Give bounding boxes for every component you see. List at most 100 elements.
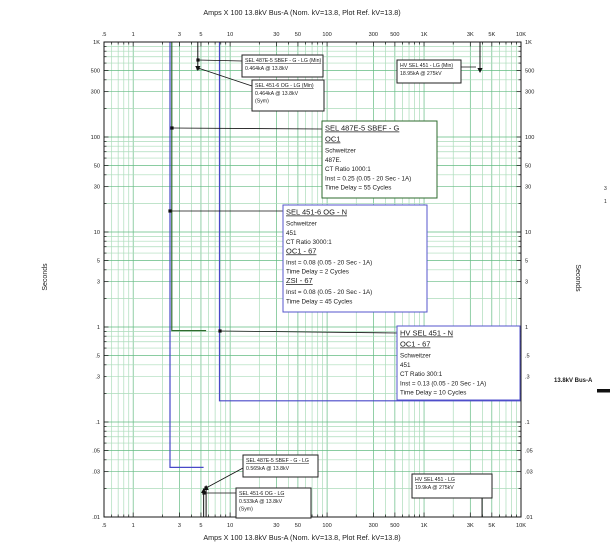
annotation-box-hv-sel-451-lg-min[interactable]: HV SEL 451 - LG (Min) 18.95kA @ 275kV [396, 59, 462, 84]
y-tick-label-left: .3 [95, 375, 100, 381]
x-tick-label-bottom: 1K [421, 523, 428, 529]
plot-border [103, 41, 522, 518]
x-tick-label-bottom: 1 [132, 523, 135, 529]
annotation-line-hv-sel-451-n-6: Time Delay = 10 Cycles [400, 390, 466, 397]
x-tick-label-bottom: 10 [227, 523, 233, 529]
leader-marker-6 [204, 486, 208, 490]
annotation-line-sel-451-6-og-n-8: Inst = 0.08 (0.05 - 20 Sec - 1A) [286, 289, 372, 296]
relay-curve-sel-451-6-og-n-oc1-67[interactable] [169, 42, 204, 468]
annotation-box-frame-hv-sel-451-lg-min [396, 59, 462, 84]
y-tick-label-left: 1 [97, 325, 100, 331]
x-tick-label-top: 30 [273, 32, 279, 38]
axis-tick-labels: .5.5113355101030305050100100300300500500… [91, 32, 535, 529]
y-tick-label-right: .05 [525, 449, 533, 455]
annotation-box-sel-451-6-og-lg-min[interactable]: SEL 451-6 OG - LG (Min) 0.464kA @ 13.8kV (… [251, 79, 325, 112]
y-tick-label-right: 1 [525, 325, 528, 331]
x-tick-label-bottom: 5K [488, 523, 495, 529]
annotation-line-hv-sel-451-lg-min-1: 18.95kA @ 275kV [400, 71, 442, 77]
y-tick-label-right: 3 [525, 280, 528, 286]
y-tick-label-right: .03 [525, 470, 533, 476]
annotation-box-sel-487e5-sbef-g-oc1[interactable]: SEL 487E-5 SBEF - G OC1 Schweitzer 487E. CT … [321, 120, 438, 199]
leader-marker-0 [196, 58, 200, 62]
x-tick-label-bottom: 3 [178, 523, 181, 529]
annotation-line-sel-451-6-og-lg-min-1: 0.464kA @ 13.8kV [255, 91, 299, 97]
x-tick-label-top: 1 [132, 32, 135, 38]
annotation-leader-lines [168, 58, 492, 495]
annotation-line-sel-451-6-og-lg-min-0: SEL 451-6 OG - LG (Min) [255, 83, 314, 89]
annotation-line-sel-451-6-og-n-3: CT Ratio 3000:1 [286, 239, 332, 246]
y-tick-label-left: 5 [97, 259, 100, 265]
fault-arrow-hv-lg-min-head [477, 68, 483, 73]
annotation-line-sel-487e5-sbef-g-oc1-1: OC1 [325, 135, 340, 144]
annotation-boxes[interactable]: SEL 487E-5 SBEF - G - LG (Min) 0.464kA @ … [235, 54, 521, 519]
y-tick-label-left: .03 [92, 470, 100, 476]
x-tick-label-top: 5 [199, 32, 202, 38]
leader-line-6 [205, 467, 244, 489]
relay-curves[interactable] [169, 42, 522, 468]
x-tick-label-top: 10K [516, 32, 526, 38]
y-tick-label-right: 30 [525, 185, 531, 191]
leader-marker-4 [168, 209, 172, 213]
axis-ticks [103, 41, 522, 518]
y-tick-label-left: 10 [94, 230, 100, 236]
annotation-line-sel-451-6-og-lg-2: (Sym) [239, 507, 253, 513]
annotation-line-sel-487e5-sbef-g-oc1-0: SEL 487E-5 SBEF - G [325, 124, 400, 133]
x-tick-label-bottom: 50 [295, 523, 301, 529]
annotation-line-hv-sel-451-n-1: OC1 - 67 [400, 340, 430, 349]
annotation-line-sel-451-6-og-n-1: Schweitzer [286, 221, 317, 228]
annotation-box-frame-sel-487e5-sbef-g-lg [242, 454, 319, 478]
y-axis-label-left: Seconds [42, 263, 49, 291]
leader-line-3 [171, 127, 323, 130]
annotation-line-sel-487e5-sbef-g-lg-0: SEL 487E-5 SBEF - G - LG [246, 458, 309, 464]
plot-title-top: Amps X 100 13.8kV Bus-A (Nom. kV=13.8, P… [203, 8, 400, 17]
leader-line-1 [197, 67, 253, 87]
relay-curve-hv-sel-451-n-oc1-67[interactable] [218, 42, 522, 402]
y-tick-label-left: 1K [93, 40, 100, 46]
y-tick-label-left: 500 [91, 69, 100, 75]
annotation-box-sel-487e5-sbef-g-lg[interactable]: SEL 487E-5 SBEF - G - LG 0.565kA @ 13.8kV [242, 454, 319, 478]
x-tick-label-top: 3 [178, 32, 181, 38]
annotation-box-frame-hv-sel-451-lg [411, 473, 493, 499]
annotation-line-sel-451-6-og-n-6: Time Delay = 2 Cycles [286, 269, 349, 276]
leader-marker-1 [196, 66, 200, 70]
leader-marker-5 [218, 329, 222, 333]
annotation-box-frame-hv-sel-451-n [396, 325, 521, 401]
y-tick-label-right: 300 [525, 90, 534, 96]
x-tick-label-bottom: 500 [390, 523, 399, 529]
x-tick-label-top: 500 [390, 32, 399, 38]
annotation-line-sel-487e5-sbef-g-lg-min-0: SEL 487E-5 SBEF - G - LG (Min) [245, 58, 321, 64]
oneline-bus-bar [597, 389, 610, 393]
x-tick-label-top: 3K [467, 32, 474, 38]
annotation-box-sel-487e5-sbef-g-lg-min[interactable]: SEL 487E-5 SBEF - G - LG (Min) 0.464kA @ … [241, 54, 324, 78]
annotation-line-sel-451-6-og-lg-0: SEL 451-6 OG - LG [239, 491, 284, 497]
annotation-box-sel-451-6-og-n[interactable]: SEL 451-6 OG - N Schweitzer 451 CT Ratio 30… [282, 204, 428, 313]
y-tick-label-left: 300 [91, 90, 100, 96]
annotation-line-sel-487e5-sbef-g-oc1-2: Schweitzer [325, 148, 356, 155]
annotation-box-hv-sel-451-n[interactable]: HV SEL 451 - N OC1 - 67 Schweitzer 451 CT Ra… [396, 325, 521, 401]
annotation-box-hv-sel-451-lg[interactable]: HV SEL 451 - LG 19.9kA @ 275kV [411, 473, 493, 499]
annotation-line-hv-sel-451-lg-0: HV SEL 451 - LG [415, 477, 455, 483]
annotation-box-frame-sel-487e5-sbef-g-oc1 [321, 120, 438, 199]
y-axis-label-right: Seconds [574, 264, 581, 292]
annotation-line-sel-451-6-og-n-0: SEL 451-6 OG - N [286, 208, 347, 217]
annotation-line-hv-sel-451-n-4: CT Ratio 300:1 [400, 371, 443, 378]
annotation-line-hv-sel-451-lg-1: 19.9kA @ 275kV [415, 485, 454, 491]
y-tick-label-right: .3 [525, 375, 530, 381]
annotation-line-sel-451-6-og-n-7: ZSI - 67 [286, 276, 313, 285]
y-tick-label-right: 5 [525, 259, 528, 265]
leader-marker-7 [202, 491, 206, 495]
x-tick-label-top: 1K [421, 32, 428, 38]
annotation-line-sel-451-6-og-n-4: OC1 - 67 [286, 246, 316, 255]
x-tick-label-top: 300 [369, 32, 378, 38]
x-tick-label-top: 100 [322, 32, 331, 38]
annotation-line-hv-sel-451-n-0: HV SEL 451 - N [400, 329, 453, 338]
y-tick-label-right: 100 [525, 135, 534, 141]
y-tick-label-left: .05 [92, 449, 100, 455]
x-tick-label-bottom: .5 [102, 523, 107, 529]
relay-curve-sel-487e-5-sbef-g-oc1[interactable] [171, 42, 207, 332]
y-tick-label-right: .1 [525, 420, 530, 426]
annotation-box-sel-451-6-og-lg[interactable]: SEL 451-6 OG - LG 0.533kA @ 13.8kV (Sym) [235, 487, 312, 519]
x-tick-label-bottom: 30 [273, 523, 279, 529]
